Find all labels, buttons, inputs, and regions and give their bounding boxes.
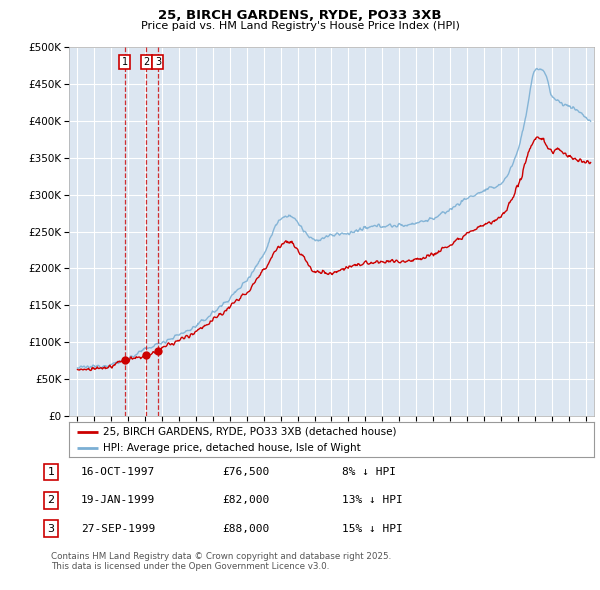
Text: This data is licensed under the Open Government Licence v3.0.: This data is licensed under the Open Gov…: [51, 562, 329, 571]
Text: £88,000: £88,000: [222, 524, 269, 533]
Text: 15% ↓ HPI: 15% ↓ HPI: [342, 524, 403, 533]
Text: 13% ↓ HPI: 13% ↓ HPI: [342, 496, 403, 505]
Text: 25, BIRCH GARDENS, RYDE, PO33 3XB: 25, BIRCH GARDENS, RYDE, PO33 3XB: [158, 9, 442, 22]
Text: Price paid vs. HM Land Registry's House Price Index (HPI): Price paid vs. HM Land Registry's House …: [140, 21, 460, 31]
Text: 19-JAN-1999: 19-JAN-1999: [81, 496, 155, 505]
Text: Contains HM Land Registry data © Crown copyright and database right 2025.: Contains HM Land Registry data © Crown c…: [51, 552, 391, 560]
Text: 2: 2: [143, 57, 149, 67]
Text: 16-OCT-1997: 16-OCT-1997: [81, 467, 155, 477]
Text: 25, BIRCH GARDENS, RYDE, PO33 3XB (detached house): 25, BIRCH GARDENS, RYDE, PO33 3XB (detac…: [103, 427, 397, 437]
Text: £82,000: £82,000: [222, 496, 269, 505]
Text: 1: 1: [122, 57, 128, 67]
Text: 8% ↓ HPI: 8% ↓ HPI: [342, 467, 396, 477]
Text: 2: 2: [47, 496, 55, 505]
Text: 1: 1: [47, 467, 55, 477]
Text: 3: 3: [47, 524, 55, 533]
Text: 3: 3: [155, 57, 161, 67]
Text: £76,500: £76,500: [222, 467, 269, 477]
Text: 27-SEP-1999: 27-SEP-1999: [81, 524, 155, 533]
Text: HPI: Average price, detached house, Isle of Wight: HPI: Average price, detached house, Isle…: [103, 444, 361, 453]
